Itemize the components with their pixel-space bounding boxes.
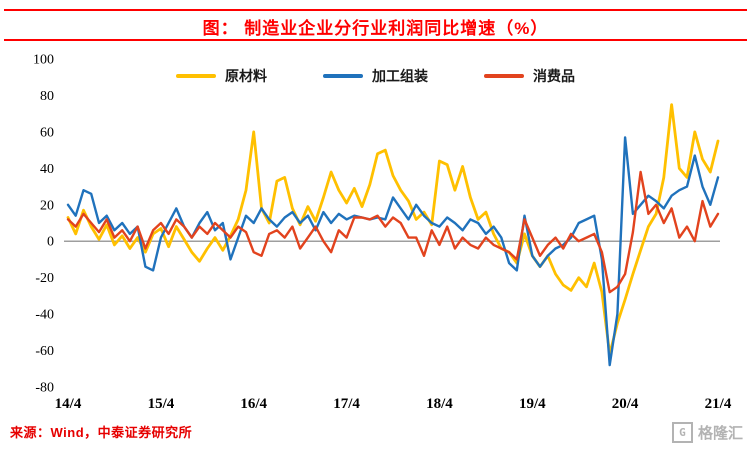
gelonghui-logo: G 格隆汇 bbox=[671, 422, 743, 443]
watermark-text: 格隆汇 bbox=[697, 425, 743, 442]
series-line-consumer-goods bbox=[66, 170, 720, 294]
y-tick-label: 20 bbox=[40, 198, 54, 213]
y-tick-label: -40 bbox=[35, 308, 54, 323]
x-tick-label: 18/4 bbox=[426, 396, 453, 412]
y-tick-label: -20 bbox=[35, 271, 54, 286]
title-divider-rule bbox=[4, 39, 747, 41]
x-tick-label: 19/4 bbox=[519, 396, 546, 412]
top-rule bbox=[4, 9, 747, 11]
gelonghui-icon: G bbox=[671, 422, 693, 443]
x-tick-label: 16/4 bbox=[240, 396, 267, 412]
y-tick-label: 60 bbox=[40, 125, 54, 140]
series-line-processing-assembly bbox=[66, 136, 720, 367]
x-tick-label: 14/4 bbox=[55, 396, 82, 412]
x-tick-label: 15/4 bbox=[148, 396, 175, 412]
source-note: 来源：Wind，中泰证券研究所 bbox=[10, 425, 193, 440]
x-tick-label: 20/4 bbox=[612, 396, 639, 412]
y-tick-label: -80 bbox=[35, 381, 54, 396]
x-tick-label: 17/4 bbox=[333, 396, 360, 412]
y-tick-label: 80 bbox=[40, 89, 54, 104]
y-tick-label: 0 bbox=[47, 235, 54, 250]
y-tick-label: 100 bbox=[33, 53, 54, 68]
chart-title: 图： 制造业企业分行业利润同比增速（%） bbox=[202, 19, 549, 38]
y-tick-label: -60 bbox=[35, 344, 54, 359]
x-tick-label: 21/4 bbox=[705, 396, 732, 412]
y-tick-label: 40 bbox=[40, 162, 54, 177]
